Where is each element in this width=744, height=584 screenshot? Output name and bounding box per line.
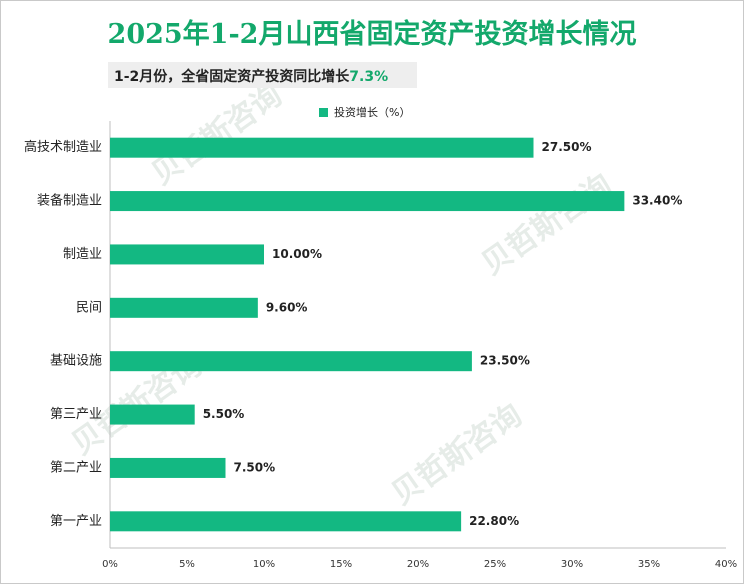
bar [110, 511, 462, 532]
bar [110, 137, 534, 158]
data-label: 23.50% [480, 354, 530, 368]
data-label: 33.40% [632, 194, 682, 208]
category-label: 制造业 [63, 247, 102, 262]
data-label: 7.50% [234, 460, 276, 474]
legend: 投资增长（%） [319, 104, 410, 120]
data-label: 9.60% [266, 300, 308, 314]
x-tick-label: 15% [330, 559, 352, 570]
legend-label: 投资增长（%） [334, 106, 411, 119]
x-tick-label: 40% [715, 559, 737, 570]
bar [110, 404, 195, 425]
bar [110, 351, 472, 372]
bar [110, 297, 258, 318]
x-tick-label: 25% [484, 559, 506, 570]
x-tick-label: 10% [253, 559, 275, 570]
subtitle-highlight: 7.3% [349, 69, 389, 85]
data-label: 22.80% [469, 514, 519, 528]
chart-title: 2025年1-2月山西省固定资产投资增长情况 [107, 19, 637, 50]
subtitle-text: 1-2月份，全省固定资产投资同比增长 [114, 69, 350, 85]
category-label: 基础设施 [50, 354, 102, 369]
x-tick-label: 30% [561, 559, 583, 570]
x-tick-label: 0% [102, 559, 118, 570]
legend-swatch [319, 107, 328, 117]
category-label: 第三产业 [50, 407, 102, 422]
subtitle-box [108, 62, 417, 88]
data-label: 27.50% [542, 140, 592, 154]
category-label: 高技术制造业 [24, 139, 102, 155]
bar [110, 244, 264, 265]
x-tick-label: 5% [179, 559, 195, 570]
category-label: 第一产业 [50, 514, 102, 529]
data-label: 10.00% [272, 247, 322, 261]
category-label: 第二产业 [50, 460, 102, 475]
x-tick-label: 20% [407, 559, 429, 570]
bar [110, 457, 226, 478]
x-tick-label: 35% [638, 559, 660, 570]
category-label: 装备制造业 [37, 193, 102, 209]
chart-subtitle: 1-2月份，全省固定资产投资同比增长7.3% [114, 66, 388, 86]
bar [110, 191, 625, 212]
data-label: 5.50% [203, 407, 245, 421]
category-label: 民间 [76, 300, 102, 315]
